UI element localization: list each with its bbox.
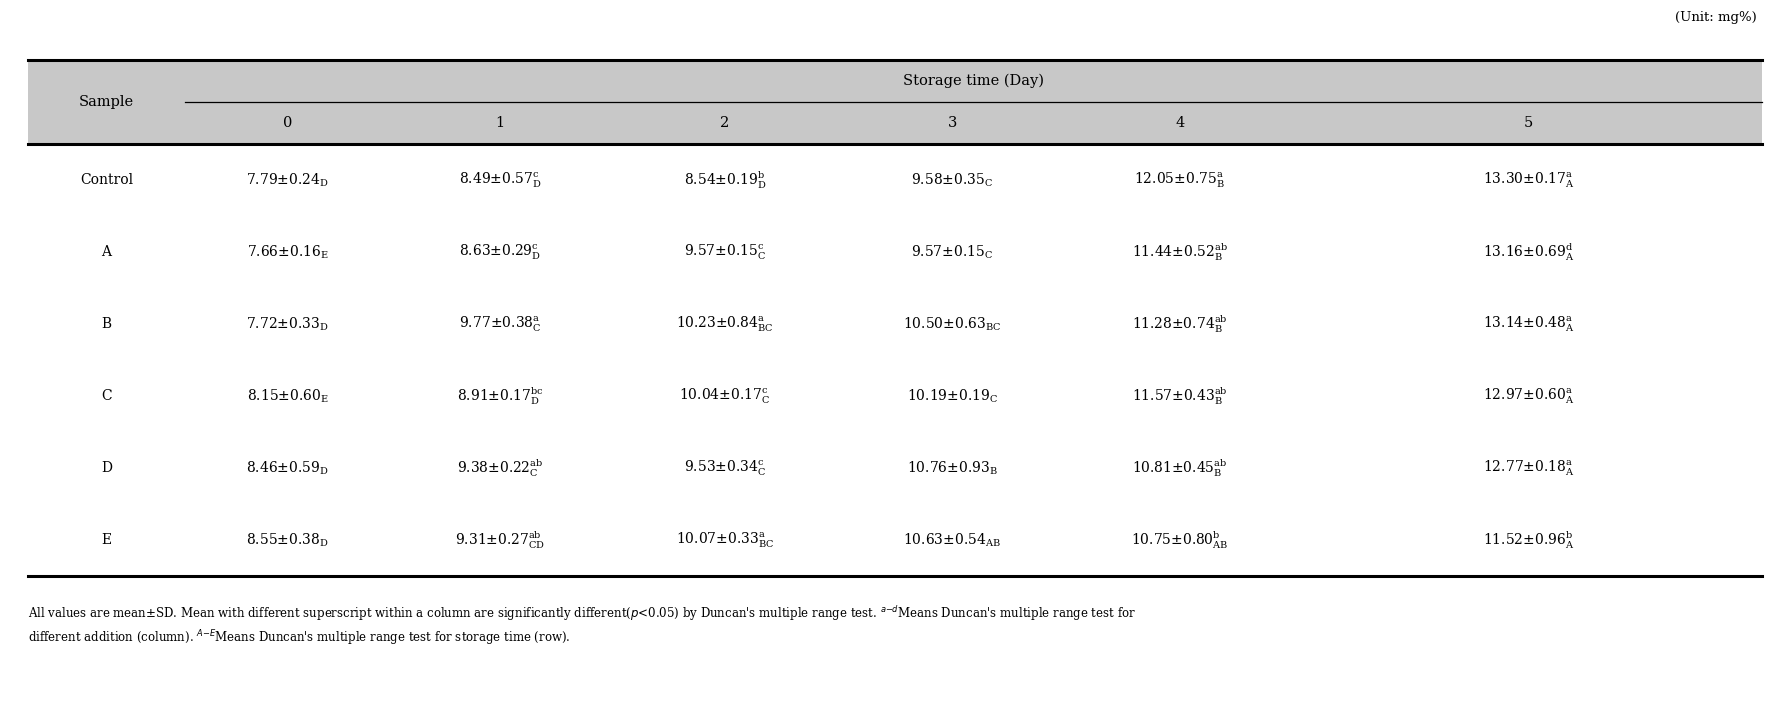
Text: Storage time (Day): Storage time (Day) [903, 74, 1044, 88]
Text: All values are mean$\pm$SD. Mean with different superscript within a column are : All values are mean$\pm$SD. Mean with di… [29, 604, 1135, 623]
Text: 9.77$\pm$0.38$^\mathregular{a}_\mathregular{C}$: 9.77$\pm$0.38$^\mathregular{a}_\mathregu… [460, 315, 542, 334]
Text: Sample: Sample [79, 95, 134, 109]
Text: D: D [100, 461, 113, 475]
Text: 13.30$\pm$0.17$^\mathregular{a}_\mathregular{A}$: 13.30$\pm$0.17$^\mathregular{a}_\mathreg… [1482, 170, 1573, 189]
Text: different addition (column). $^{A\mathsf{-}E}$Means Duncan's multiple range test: different addition (column). $^{A\mathsf… [29, 628, 570, 648]
Text: 8.54$\pm$0.19$^\mathregular{b}_\mathregular{D}$: 8.54$\pm$0.19$^\mathregular{b}_\mathregu… [683, 169, 767, 191]
Text: 9.38$\pm$0.22$^{\mathregular{ab}}_\mathregular{C}$: 9.38$\pm$0.22$^{\mathregular{ab}}_\mathr… [456, 458, 544, 478]
Text: 9.57$\pm$0.15$_\mathregular{C}$: 9.57$\pm$0.15$_\mathregular{C}$ [912, 243, 994, 261]
Text: 7.72$\pm$0.33$_\mathregular{D}$: 7.72$\pm$0.33$_\mathregular{D}$ [247, 315, 329, 332]
Text: 11.44$\pm$0.52$^{\mathregular{ab}}_\mathregular{B}$: 11.44$\pm$0.52$^{\mathregular{ab}}_\math… [1132, 242, 1228, 262]
Text: 8.46$\pm$0.59$_\mathregular{D}$: 8.46$\pm$0.59$_\mathregular{D}$ [247, 459, 329, 477]
Text: 8.15$\pm$0.60$_\mathregular{E}$: 8.15$\pm$0.60$_\mathregular{E}$ [247, 388, 329, 405]
Text: 10.81$\pm$0.45$^{\mathregular{ab}}_\mathregular{B}$: 10.81$\pm$0.45$^{\mathregular{ab}}_\math… [1132, 458, 1228, 478]
Text: 2: 2 [721, 116, 730, 130]
Text: 4: 4 [1175, 116, 1185, 130]
Text: 13.14$\pm$0.48$^\mathregular{a}_\mathregular{A}$: 13.14$\pm$0.48$^\mathregular{a}_\mathreg… [1482, 315, 1573, 334]
Text: 7.79$\pm$0.24$_\mathregular{D}$: 7.79$\pm$0.24$_\mathregular{D}$ [247, 172, 329, 189]
Text: 11.52$\pm$0.96$^\mathregular{b}_\mathregular{A}$: 11.52$\pm$0.96$^\mathregular{b}_\mathreg… [1482, 529, 1573, 551]
Text: 8.63$\pm$0.29$^\mathregular{c}_\mathregular{D}$: 8.63$\pm$0.29$^\mathregular{c}_\mathregu… [460, 242, 542, 262]
Text: 0: 0 [283, 116, 291, 130]
Text: 10.19$\pm$0.19$_\mathregular{C}$: 10.19$\pm$0.19$_\mathregular{C}$ [907, 388, 998, 405]
Text: 10.07$\pm$0.33$^\mathregular{a}_{\mathregular{BC}}$: 10.07$\pm$0.33$^\mathregular{a}_{\mathre… [676, 531, 774, 550]
Text: 10.76$\pm$0.93$_\mathregular{B}$: 10.76$\pm$0.93$_\mathregular{B}$ [907, 459, 998, 477]
Text: 9.53$\pm$0.34$^\mathregular{c}_\mathregular{C}$: 9.53$\pm$0.34$^\mathregular{c}_\mathregu… [683, 458, 767, 478]
Text: 12.77$\pm$0.18$^\mathregular{a}_\mathregular{A}$: 12.77$\pm$0.18$^\mathregular{a}_\mathreg… [1482, 458, 1575, 478]
Text: 10.63$\pm$0.54$_{\mathregular{AB}}$: 10.63$\pm$0.54$_{\mathregular{AB}}$ [903, 531, 1001, 548]
Text: A: A [102, 245, 111, 259]
Text: 8.55$\pm$0.38$_\mathregular{D}$: 8.55$\pm$0.38$_\mathregular{D}$ [247, 531, 329, 548]
Text: 13.16$\pm$0.69$^\mathregular{d}_\mathregular{A}$: 13.16$\pm$0.69$^\mathregular{d}_\mathreg… [1482, 242, 1573, 262]
Text: 12.05$\pm$0.75$^\mathregular{a}_\mathregular{B}$: 12.05$\pm$0.75$^\mathregular{a}_\mathreg… [1135, 170, 1225, 189]
Text: 9.58$\pm$0.35$_\mathregular{C}$: 9.58$\pm$0.35$_\mathregular{C}$ [912, 172, 994, 189]
Text: 5: 5 [1523, 116, 1532, 130]
Text: 10.04$\pm$0.17$^\mathregular{c}_\mathregular{C}$: 10.04$\pm$0.17$^\mathregular{c}_\mathreg… [679, 386, 771, 405]
Text: 8.91$\pm$0.17$^{\mathregular{bc}}_\mathregular{D}$: 8.91$\pm$0.17$^{\mathregular{bc}}_\mathr… [456, 385, 544, 407]
Text: C: C [102, 389, 113, 403]
Text: 9.31$\pm$0.27$^{\mathregular{ab}}_{\mathregular{CD}}$: 9.31$\pm$0.27$^{\mathregular{ab}}_{\math… [456, 529, 545, 551]
Text: 11.28$\pm$0.74$^{\mathregular{ab}}_\mathregular{B}$: 11.28$\pm$0.74$^{\mathregular{ab}}_\math… [1132, 313, 1228, 335]
Text: 1: 1 [495, 116, 504, 130]
Text: 7.66$\pm$0.16$_\mathregular{E}$: 7.66$\pm$0.16$_\mathregular{E}$ [247, 243, 329, 261]
Text: 9.57$\pm$0.15$^\mathregular{c}_\mathregular{C}$: 9.57$\pm$0.15$^\mathregular{c}_\mathregu… [685, 242, 765, 262]
Text: 8.49$\pm$0.57$^\mathregular{c}_\mathregular{D}$: 8.49$\pm$0.57$^\mathregular{c}_\mathregu… [460, 170, 542, 189]
Text: 10.75$\pm$0.80$^\mathregular{b}_{\mathregular{AB}}$: 10.75$\pm$0.80$^\mathregular{b}_{\mathre… [1132, 529, 1228, 551]
Text: Control: Control [80, 173, 132, 187]
Text: B: B [102, 317, 111, 331]
Text: (Unit: mg%): (Unit: mg%) [1675, 11, 1758, 24]
Text: 11.57$\pm$0.43$^{\mathregular{ab}}_\mathregular{B}$: 11.57$\pm$0.43$^{\mathregular{ab}}_\math… [1132, 385, 1228, 407]
Text: 10.50$\pm$0.63$_{\mathregular{BC}}$: 10.50$\pm$0.63$_{\mathregular{BC}}$ [903, 315, 1001, 332]
Text: E: E [102, 533, 111, 547]
Text: 3: 3 [948, 116, 957, 130]
Text: 12.97$\pm$0.60$^\mathregular{a}_\mathregular{A}$: 12.97$\pm$0.60$^\mathregular{a}_\mathreg… [1482, 386, 1573, 405]
Bar [29, 60, 1761, 144]
Text: 10.23$\pm$0.84$^\mathregular{a}_{\mathregular{BC}}$: 10.23$\pm$0.84$^\mathregular{a}_{\mathre… [676, 315, 774, 334]
